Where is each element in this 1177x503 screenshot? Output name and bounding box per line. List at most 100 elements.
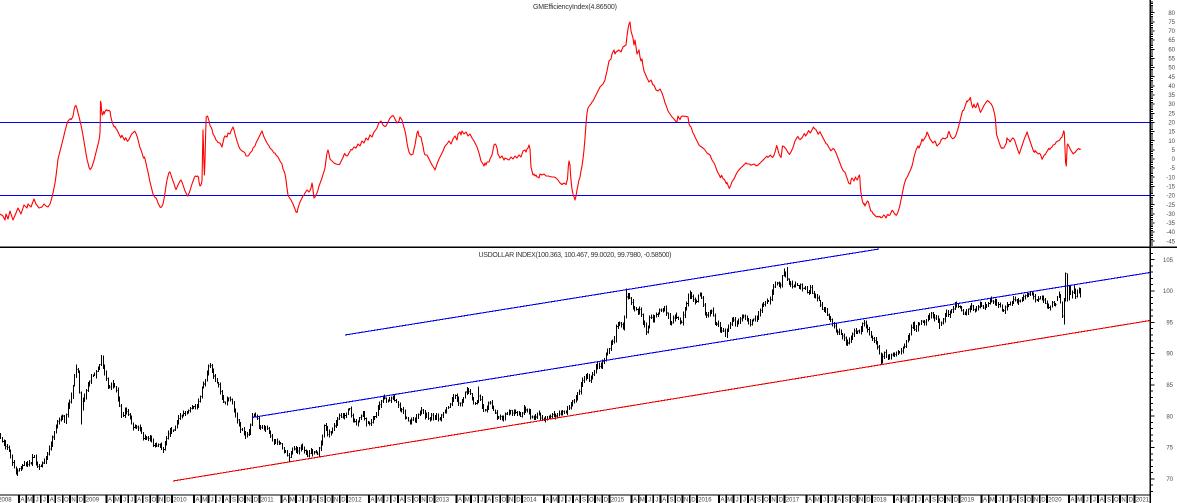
svg-text:A: A (983, 498, 987, 503)
svg-text:95: 95 (1166, 320, 1173, 326)
svg-text:2010: 2010 (173, 498, 187, 503)
svg-text:S: S (494, 498, 498, 503)
svg-text:M: M (377, 498, 382, 503)
svg-text:O: O (414, 498, 419, 503)
svg-text:85: 85 (1166, 383, 1173, 389)
svg-text:N: N (946, 498, 950, 503)
svg-text:A: A (633, 498, 637, 503)
svg-text:J: J (1005, 498, 1008, 503)
svg-text:O: O (501, 498, 506, 503)
svg-text:N: N (684, 498, 688, 503)
svg-text:-25: -25 (1166, 203, 1175, 209)
svg-text:J: J (736, 498, 739, 503)
svg-text:2018: 2018 (873, 498, 887, 503)
svg-text:M: M (815, 498, 820, 503)
svg-text:J: J (1086, 498, 1089, 503)
svg-text:J: J (123, 498, 126, 503)
svg-text:M: M (552, 498, 557, 503)
svg-text:J: J (480, 498, 483, 503)
svg-text:S: S (319, 498, 323, 503)
svg-text:N: N (596, 498, 600, 503)
svg-text:S: S (844, 498, 848, 503)
svg-text:S: S (1019, 498, 1023, 503)
svg-text:2009: 2009 (86, 498, 100, 503)
svg-text:N: N (246, 498, 250, 503)
svg-text:A: A (50, 498, 54, 503)
svg-text:N: N (334, 498, 338, 503)
svg-text:A: A (575, 498, 579, 503)
svg-text:S: S (57, 498, 61, 503)
svg-text:A: A (720, 498, 724, 503)
svg-text:A: A (895, 498, 899, 503)
svg-text:J: J (561, 498, 564, 503)
svg-text:25: 25 (1168, 111, 1175, 117)
svg-text:J: J (218, 498, 221, 503)
svg-text:90: 90 (1166, 352, 1173, 358)
svg-text:D: D (954, 498, 959, 503)
svg-text:2016: 2016 (698, 498, 712, 503)
svg-text:A: A (400, 498, 404, 503)
svg-text:50: 50 (1168, 66, 1175, 72)
svg-text:O: O (764, 498, 769, 503)
svg-text:-5: -5 (1170, 166, 1176, 172)
svg-text:J: J (655, 498, 658, 503)
svg-text:M: M (465, 498, 470, 503)
svg-text:A: A (137, 498, 141, 503)
svg-text:J: J (305, 498, 308, 503)
svg-text:105: 105 (1163, 258, 1174, 264)
svg-text:A: A (20, 498, 24, 503)
svg-text:-35: -35 (1166, 221, 1175, 227)
svg-text:M: M (990, 498, 995, 503)
svg-text:USDOLLAR INDEX(100.363, 100.46: USDOLLAR INDEX(100.363, 100.467, 99.0020… (479, 252, 672, 259)
svg-text:O: O (239, 498, 244, 503)
svg-text:100: 100 (1163, 289, 1174, 295)
svg-text:A: A (1100, 498, 1104, 503)
svg-text:S: S (407, 498, 411, 503)
svg-text:S: S (144, 498, 148, 503)
svg-text:65: 65 (1168, 38, 1175, 44)
svg-text:M: M (902, 498, 907, 503)
svg-text:A: A (195, 498, 199, 503)
svg-text:S: S (669, 498, 673, 503)
svg-text:O: O (64, 498, 69, 503)
svg-text:M: M (1077, 498, 1082, 503)
svg-text:-30: -30 (1166, 212, 1175, 218)
svg-text:70: 70 (1168, 29, 1175, 35)
svg-text:M: M (290, 498, 295, 503)
svg-text:75: 75 (1168, 20, 1175, 26)
svg-text:A: A (925, 498, 929, 503)
svg-text:GMEfficiencyIndex(4.86500): GMEfficiencyIndex(4.86500) (533, 4, 617, 11)
svg-text:J: J (43, 498, 46, 503)
svg-text:0: 0 (1172, 157, 1176, 163)
svg-text:J: J (568, 498, 571, 503)
svg-text:J: J (473, 498, 476, 503)
svg-text:N: N (771, 498, 775, 503)
svg-text:70: 70 (1166, 477, 1173, 483)
svg-text:M: M (27, 498, 32, 503)
svg-text:2008: 2008 (0, 498, 12, 503)
svg-text:J: J (648, 498, 651, 503)
svg-text:J: J (393, 498, 396, 503)
svg-text:2019: 2019 (961, 498, 975, 503)
svg-text:M: M (115, 498, 120, 503)
svg-text:2012: 2012 (348, 498, 362, 503)
svg-text:-15: -15 (1166, 185, 1175, 191)
svg-text:J: J (918, 498, 921, 503)
svg-text:55: 55 (1168, 57, 1175, 63)
svg-text:M: M (640, 498, 645, 503)
svg-text:D: D (341, 498, 346, 503)
svg-text:O: O (676, 498, 681, 503)
svg-text:D: D (429, 498, 434, 503)
svg-text:D: D (691, 498, 696, 503)
svg-text:J: J (130, 498, 133, 503)
svg-text:D: D (866, 498, 871, 503)
svg-text:40: 40 (1168, 84, 1175, 90)
svg-text:J: J (1093, 498, 1096, 503)
svg-text:A: A (808, 498, 812, 503)
svg-text:D: D (166, 498, 171, 503)
svg-text:J: J (36, 498, 39, 503)
svg-text:J: J (298, 498, 301, 503)
svg-text:-45: -45 (1166, 239, 1175, 245)
svg-text:J: J (386, 498, 389, 503)
svg-text:O: O (326, 498, 331, 503)
